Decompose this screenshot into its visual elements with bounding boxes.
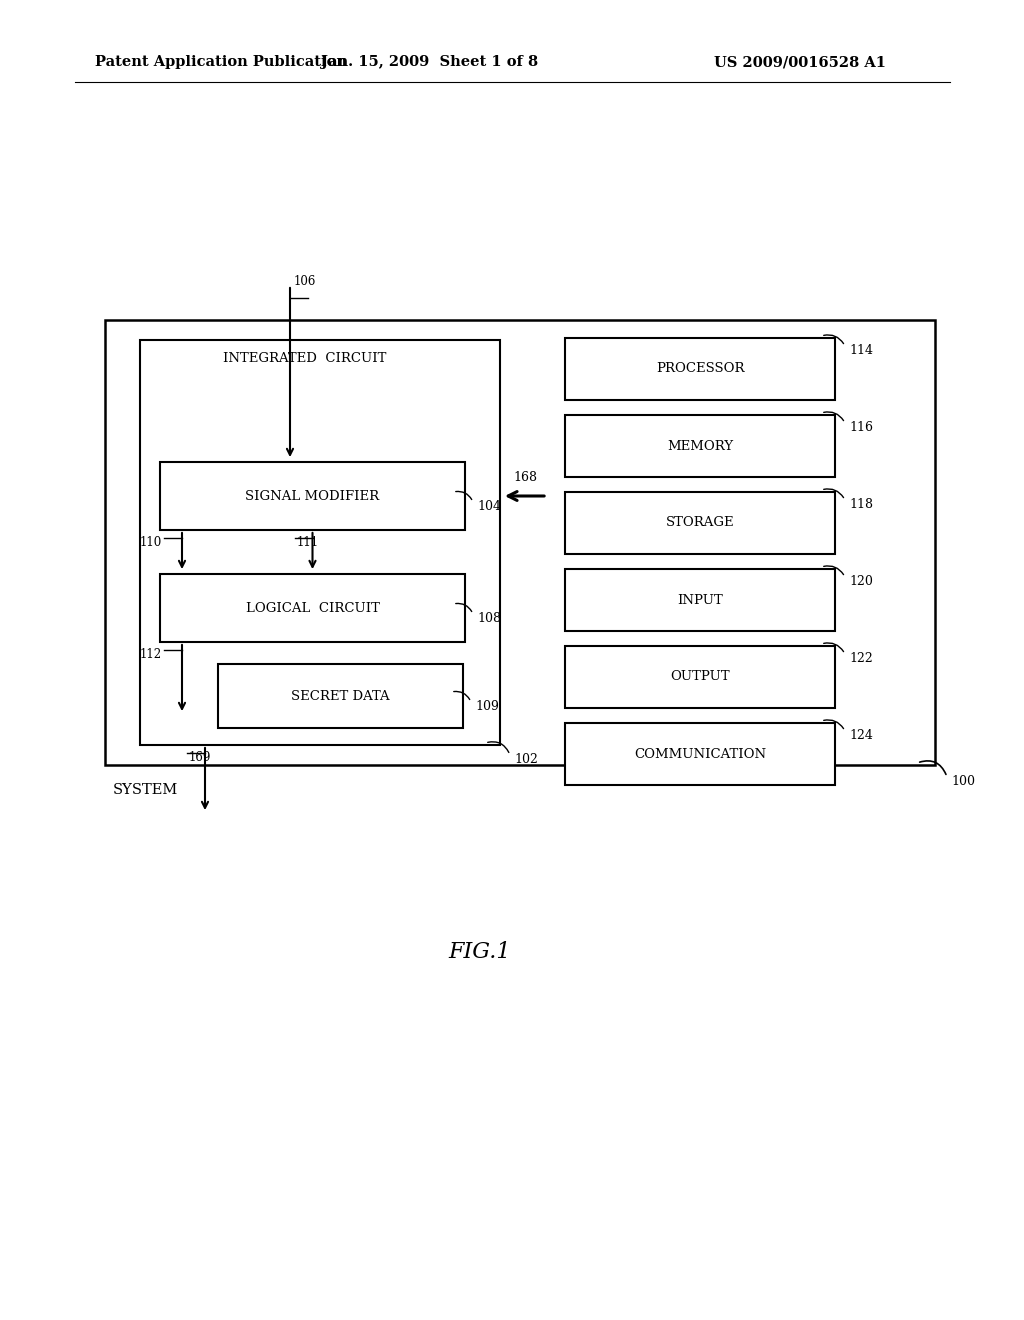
Bar bbox=[105, 319, 935, 766]
Bar bbox=[160, 462, 465, 531]
Text: 168: 168 bbox=[513, 471, 537, 484]
Text: COMMUNICATION: COMMUNICATION bbox=[634, 747, 766, 760]
Text: 102: 102 bbox=[514, 752, 538, 766]
Bar bbox=[565, 414, 835, 477]
Text: 122: 122 bbox=[849, 652, 872, 665]
Bar bbox=[140, 341, 500, 744]
Bar bbox=[565, 569, 835, 631]
Text: SYSTEM: SYSTEM bbox=[113, 783, 178, 797]
Text: 124: 124 bbox=[849, 729, 872, 742]
Text: STORAGE: STORAGE bbox=[666, 516, 734, 529]
Text: 100: 100 bbox=[951, 775, 975, 788]
Text: 106: 106 bbox=[294, 275, 316, 288]
Text: SECRET DATA: SECRET DATA bbox=[291, 689, 390, 702]
Text: PROCESSOR: PROCESSOR bbox=[655, 363, 744, 375]
Text: 104: 104 bbox=[477, 500, 501, 513]
Text: FIG.1: FIG.1 bbox=[449, 941, 511, 964]
Bar bbox=[218, 664, 463, 729]
Text: 111: 111 bbox=[297, 536, 318, 549]
Text: 118: 118 bbox=[849, 498, 873, 511]
Text: MEMORY: MEMORY bbox=[667, 440, 733, 453]
Bar bbox=[565, 492, 835, 554]
Text: 169: 169 bbox=[189, 751, 211, 764]
Text: INPUT: INPUT bbox=[677, 594, 723, 606]
Text: 114: 114 bbox=[849, 345, 873, 356]
Bar bbox=[565, 723, 835, 785]
Text: Jan. 15, 2009  Sheet 1 of 8: Jan. 15, 2009 Sheet 1 of 8 bbox=[322, 55, 539, 69]
Text: LOGICAL  CIRCUIT: LOGICAL CIRCUIT bbox=[246, 602, 380, 615]
Text: 112: 112 bbox=[140, 648, 162, 661]
Text: Patent Application Publication: Patent Application Publication bbox=[95, 55, 347, 69]
Text: US 2009/0016528 A1: US 2009/0016528 A1 bbox=[714, 55, 886, 69]
Bar bbox=[565, 338, 835, 400]
Text: 120: 120 bbox=[849, 576, 872, 587]
Text: 110: 110 bbox=[140, 536, 162, 549]
Bar bbox=[160, 574, 465, 642]
Text: 108: 108 bbox=[477, 612, 501, 624]
Text: 109: 109 bbox=[475, 700, 499, 713]
Text: INTEGRATED  CIRCUIT: INTEGRATED CIRCUIT bbox=[223, 352, 387, 366]
Bar bbox=[565, 645, 835, 708]
Text: 116: 116 bbox=[849, 421, 873, 434]
Text: SIGNAL MODIFIER: SIGNAL MODIFIER bbox=[246, 490, 380, 503]
Text: OUTPUT: OUTPUT bbox=[670, 671, 730, 684]
